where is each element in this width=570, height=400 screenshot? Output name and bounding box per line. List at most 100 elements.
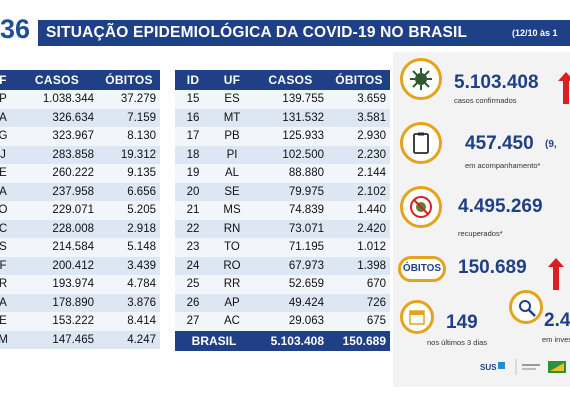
table-row: E 153.222 8.414 (0, 312, 160, 331)
table-cell: 1.440 (328, 201, 390, 220)
table-cell: RO (211, 256, 253, 275)
table-cell: 8.130 (98, 127, 160, 146)
table-row: 19 AL 88.880 2.144 (175, 164, 390, 183)
table-cell: 323.967 (16, 127, 98, 146)
table-cell: 3.439 (98, 256, 160, 275)
col-header: CASOS (16, 70, 98, 90)
table-cell: 27 (175, 312, 211, 331)
table-cell: ES (211, 90, 253, 109)
table-cell: 15 (175, 90, 211, 109)
recovered-label: recuperados* (458, 229, 503, 238)
table-row: O 229.071 5.205 (0, 201, 160, 220)
table-row: E 260.222 9.135 (0, 164, 160, 183)
followup-value: 457.450 (465, 133, 534, 154)
table-cell: 37.279 (98, 90, 160, 109)
table-cell: 67.973 (253, 256, 328, 275)
table-header-row: F CASOS ÓBITOS (0, 70, 160, 90)
table-row: 23 TO 71.195 1.012 (175, 238, 390, 257)
table-cell: SE (211, 182, 253, 201)
table-cell: 139.755 (253, 90, 328, 109)
table-cell: 726 (328, 293, 390, 312)
table-cell: 25 (175, 275, 211, 294)
total-row: BRASIL 5.103.408 150.689 (175, 330, 390, 351)
virus-icon (400, 58, 442, 100)
table-cell: 71.195 (253, 238, 328, 257)
table-cell: 4.247 (98, 330, 160, 349)
table-cell: 5.148 (98, 238, 160, 257)
table-cell: P (0, 90, 16, 109)
no-virus-icon (400, 186, 442, 228)
table-cell: 2.918 (98, 219, 160, 238)
table-row: A 178.890 3.876 (0, 293, 160, 312)
table-row: G 323.967 8.130 (0, 127, 160, 146)
table-cell: 3.659 (328, 90, 390, 109)
table-cell: RN (211, 219, 253, 238)
table-cell: 193.974 (16, 275, 98, 294)
table-cell: 260.222 (16, 164, 98, 183)
table-cell: F (0, 256, 16, 275)
table-cell: 2.102 (328, 182, 390, 201)
table-cell: TO (211, 238, 253, 257)
table-cell: G (0, 127, 16, 146)
table-cell: O (0, 201, 16, 220)
col-header: ID (175, 70, 211, 90)
header-bar: SITUAÇÃO EPIDEMIOLÓGICA DA COVID-19 NO B… (38, 20, 570, 46)
confirmed-label: casos confirmados (454, 96, 517, 105)
table-row: 22 RN 73.071 2.420 (175, 219, 390, 238)
confirmed-value: 5.103.408 (454, 72, 539, 93)
table-row: R 193.974 4.784 (0, 275, 160, 294)
table-cell: 3.876 (98, 293, 160, 312)
bulletin-number: 36 (0, 14, 31, 44)
table-cell: 675 (328, 312, 390, 331)
table-cell: 19.312 (98, 145, 160, 164)
table-cell: 22 (175, 219, 211, 238)
col-header: UF (211, 70, 253, 90)
table-cell: MT (211, 108, 253, 127)
table-cell: 4.784 (98, 275, 160, 294)
table-cell: 228.008 (16, 219, 98, 238)
page-title: SITUAÇÃO EPIDEMIOLÓGICA DA COVID-19 NO B… (46, 24, 468, 41)
col-header: ÓBITOS (328, 70, 390, 90)
table-cell: 9.135 (98, 164, 160, 183)
svg-text:SUS: SUS (480, 363, 497, 372)
right-table-body: 15 ES 139.755 3.659 16 MT 131.532 3.581 17 PB 125.… (175, 90, 390, 331)
table-cell: A (0, 293, 16, 312)
table-cell: 178.890 (16, 293, 98, 312)
table-cell: AC (211, 312, 253, 331)
table-cell: 88.880 (253, 164, 328, 183)
col-header: CASOS (253, 70, 328, 90)
last3-label: nos últimos 3 dias (427, 338, 488, 347)
table-cell: PI (211, 145, 253, 164)
table-row: 16 MT 131.532 3.581 (175, 108, 390, 127)
table-cell: 52.659 (253, 275, 328, 294)
table-cell: PB (211, 127, 253, 146)
table-row: 21 MS 74.839 1.440 (175, 201, 390, 220)
table-cell: 18 (175, 145, 211, 164)
table-cell: 79.975 (253, 182, 328, 201)
followup-label: em acompanhamento* (465, 161, 541, 170)
table-cell: 214.584 (16, 238, 98, 257)
table-cell: 29.063 (253, 312, 328, 331)
table-cell: 147.465 (16, 330, 98, 349)
table-cell: 2.420 (328, 219, 390, 238)
table-cell: 74.839 (253, 201, 328, 220)
table-cell: 26 (175, 293, 211, 312)
table-cell: 1.038.344 (16, 90, 98, 109)
table-cell: R (0, 275, 16, 294)
table-cell: 283.858 (16, 145, 98, 164)
table-cell: 1.012 (328, 238, 390, 257)
investigation-label: em inves (542, 335, 570, 344)
table-row: C 228.008 2.918 (0, 219, 160, 238)
table-cell: AL (211, 164, 253, 183)
table-cell: 670 (328, 275, 390, 294)
table-cell: 5.205 (98, 201, 160, 220)
table-row: 20 SE 79.975 2.102 (175, 182, 390, 201)
table-cell: A (0, 108, 16, 127)
table-cell: 16 (175, 108, 211, 127)
table-cell: 19 (175, 164, 211, 183)
table-cell: 20 (175, 182, 211, 201)
table-row: P 1.038.344 37.279 (0, 90, 160, 109)
total-deaths: 150.689 (328, 330, 390, 351)
col-header: F (0, 70, 16, 90)
investigation-value: 2.4 (544, 310, 570, 331)
